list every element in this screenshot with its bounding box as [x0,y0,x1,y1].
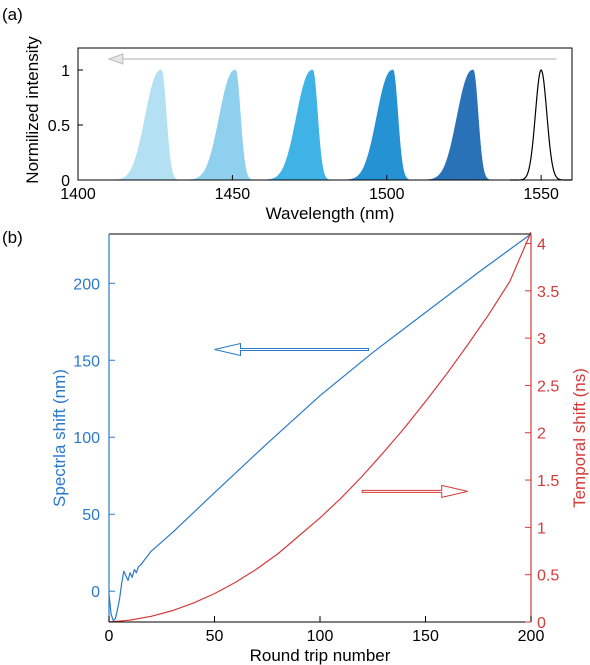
right-y-tick-label: 1.5 [537,473,559,490]
left-y-tick-label: 50 [82,507,100,524]
panel-b-arrows [214,342,468,499]
right-y-tick-label: 0.5 [537,568,559,585]
y-tick-label: 0 [61,173,70,190]
temporal-shift-line [108,231,532,623]
spectral-shift-line [108,233,532,622]
panel-a-label: (a) [2,5,23,24]
panel-b-label: (b) [2,228,23,247]
left-y-tick-label: 100 [73,430,100,447]
panel-a-y-axis-label: Normilized intensity [23,36,42,184]
right-y-tick-label: 0 [537,615,546,632]
spectrum-4 [331,69,412,181]
left-y-tick-label: 150 [73,353,100,370]
right-y-tick-label: 3.5 [537,284,559,301]
panel-b-frame [108,233,532,623]
x-tick-label: 0 [105,628,114,645]
right-y-tick-label: 2.5 [537,378,559,395]
spectrum-2 [173,69,255,181]
panel-b: (b) 0 50 100 150 200 0 50 100 150 200 0 0.5 1 1.5 2 2… [2,228,589,665]
panel-b-x-ticks: 0 50 100 150 200 [105,616,545,645]
y-tick-label: 0.5 [48,118,70,135]
panel-a-x-axis-label: Wavelength (nm) [266,204,395,223]
right-y-tick-label: 2 [537,426,546,443]
spectrum-1 [99,69,181,181]
x-tick-label: 1550 [523,186,559,203]
panel-b-right-y-ticks: 0 0.5 1 1.5 2 2.5 3 3.5 4 [525,236,559,632]
spectrum-5 [411,69,493,181]
spectral-axis-arrow [214,342,370,357]
x-tick-label: 1400 [60,186,96,203]
panel-b-series [108,231,532,623]
spectrum-6 [510,69,572,181]
x-tick-label: 200 [518,628,545,645]
panel-a: (a) 1400 1450 1500 1550 00.51 Wavelength (n… [2,5,573,223]
panel-a-x-ticks: 1400 1450 1500 1550 [60,175,559,203]
x-tick-label: 100 [307,628,334,645]
panel-a-y-ticks: 00.51 [48,63,83,190]
right-y-tick-label: 4 [537,236,546,253]
temporal-axis-arrow [361,484,468,499]
panel-a-arrow [107,53,557,65]
panel-b-left-y-ticks: 0 50 100 150 200 [73,276,115,601]
x-tick-label: 1500 [369,186,405,203]
right-y-tick-label: 3 [537,331,546,348]
left-y-tick-label: 200 [73,276,100,293]
left-y-tick-label: 0 [91,584,100,601]
panel-b-right-y-axis-label: Temporal shift (ns) [570,368,589,508]
spectrum-3 [250,69,332,181]
panel-b-x-axis-label: Round trip number [250,646,391,665]
x-tick-label: 1450 [215,186,251,203]
right-y-tick-label: 1 [537,520,546,537]
y-tick-label: 1 [61,63,70,80]
x-tick-label: 150 [412,628,439,645]
panel-a-spectra [99,69,572,181]
shift-arrow-head [107,53,124,65]
panel-a-frame [77,47,573,181]
x-tick-label: 50 [206,628,224,645]
panel-b-left-y-axis-label: Spectrla shift (nm) [50,369,69,507]
